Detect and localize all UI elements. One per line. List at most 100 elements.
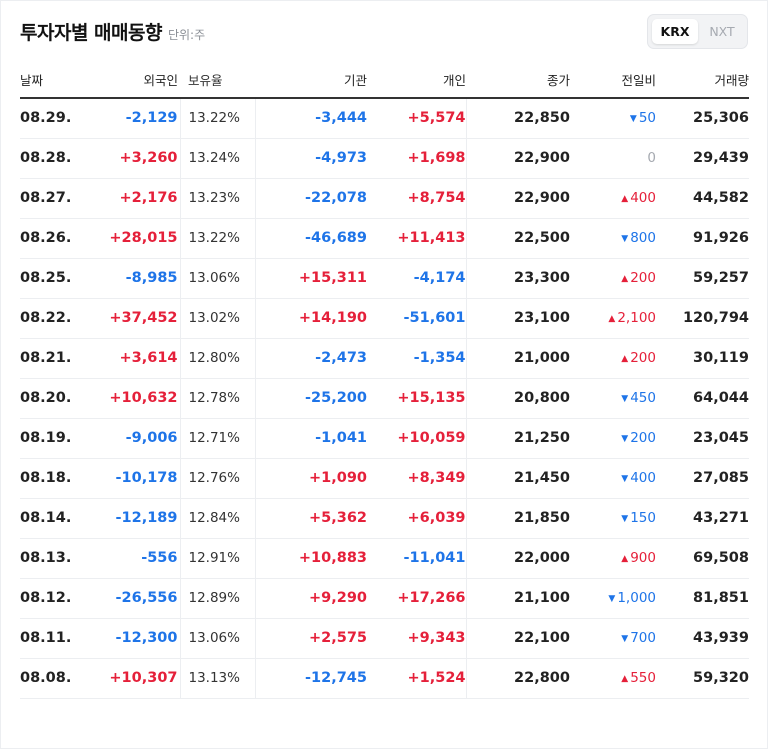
market-option-krx[interactable]: KRX [652,19,698,44]
foreign-net-cell: -8,985 [72,258,181,299]
close-price-cell: 22,100 [466,618,570,659]
holding-ratio-cell: 12.84% [180,498,256,539]
date-cell: 08.27. [20,178,72,219]
table-row: 08.20. +10,632 12.78% -25,200 +15,135 20,800 ▼… [20,378,749,419]
change-value: 200 [630,350,656,366]
change-cell: ▼ 400 [570,458,656,499]
date-cell: 08.11. [20,618,72,659]
volume-cell: 91,926 [656,218,749,259]
table-row: 08.26. +28,015 13.22% -46,689 +11,413 22,500 ▼… [20,218,749,259]
table-row: 08.12. -26,556 12.89% +9,290 +17,266 21,100 ▼ 1… [20,578,749,619]
change-cell: ▲ 400 [570,178,656,219]
individual-net-cell: +6,039 [367,498,467,539]
change-value: 700 [630,630,656,646]
institution-net-cell: -46,689 [255,218,367,259]
date-cell: 08.08. [20,658,72,699]
holding-ratio-cell: 12.91% [180,538,256,579]
date-cell: 08.18. [20,458,72,499]
volume-cell: 27,085 [656,458,749,499]
individual-net-cell: -51,601 [367,298,467,339]
individual-net-cell: +8,754 [367,178,467,219]
institution-net-cell: -1,041 [255,418,367,459]
institution-net-cell: +9,290 [255,578,367,619]
change-value: 150 [630,510,656,526]
volume-cell: 64,044 [656,378,749,419]
volume-cell: 44,582 [656,178,749,219]
close-price-cell: 21,100 [466,578,570,619]
table-row: 08.28. +3,260 13.24% -4,973 +1,698 22,900 0 29,… [20,138,749,179]
triangle-down-icon: ▼ [621,234,629,244]
change-value: 1,000 [617,590,656,606]
change-value: 900 [630,550,656,566]
holding-ratio-cell: 13.23% [180,178,256,219]
table-row: 08.18. -10,178 12.76% +1,090 +8,349 21,450 ▼ 40… [20,458,749,499]
triangle-up-icon: ▲ [621,274,629,284]
column-header-volume: 거래량 [656,62,749,99]
volume-cell: 43,271 [656,498,749,539]
table-row: 08.25. -8,985 13.06% +15,311 -4,174 23,300 ▲ 20… [20,258,749,299]
change-cell: ▲ 550 [570,658,656,699]
close-price-cell: 22,900 [466,138,570,179]
individual-net-cell: +11,413 [367,218,467,259]
market-option-nxt[interactable]: NXT [709,24,735,39]
individual-net-cell: +17,266 [367,578,467,619]
change-cell: ▼ 1,000 [570,578,656,619]
unit-label: 단위:주 [167,28,206,42]
change-cell: ▼ 800 [570,218,656,259]
table-row: 08.11. -12,300 13.06% +2,575 +9,343 22,100 ▼ 70… [20,618,749,659]
table-row: 08.19. -9,006 12.71% -1,041 +10,059 21,250 ▼ 20… [20,418,749,459]
institution-net-cell: +2,575 [255,618,367,659]
date-cell: 08.22. [20,298,72,339]
foreign-net-cell: +3,260 [72,138,181,179]
table-row: 08.08. +10,307 13.13% -12,745 +1,524 22,800 ▲ 5… [20,658,749,699]
change-value: 2,100 [617,310,656,326]
change-value: 800 [630,230,656,246]
volume-cell: 25,306 [656,98,749,139]
column-header-institution: 기관 [255,62,367,99]
column-header-individual: 개인 [367,62,466,99]
foreign-net-cell: +10,307 [72,658,181,699]
foreign-net-cell: +10,632 [72,378,181,419]
column-header-foreign: 외국인 [72,62,180,99]
date-cell: 08.21. [20,338,72,379]
triangle-down-icon: ▼ [621,394,629,404]
close-price-cell: 23,300 [466,258,570,299]
triangle-up-icon: ▲ [621,354,629,364]
volume-cell: 81,851 [656,578,749,619]
change-cell: ▼ 700 [570,618,656,659]
change-value: 550 [630,670,656,686]
triangle-down-icon: ▼ [621,634,629,644]
change-cell: ▼ 200 [570,418,656,459]
holding-ratio-cell: 12.80% [180,338,256,379]
institution-net-cell: +10,883 [255,538,367,579]
triangle-down-icon: ▼ [621,514,629,524]
date-cell: 08.14. [20,498,72,539]
institution-net-cell: +5,362 [255,498,367,539]
change-value: 50 [638,110,656,127]
holding-ratio-cell: 13.13% [180,658,256,699]
institution-net-cell: +14,190 [255,298,367,339]
date-cell: 08.29. [20,98,72,139]
close-price-cell: 21,850 [466,498,570,539]
close-price-cell: 21,000 [466,338,570,379]
holding-ratio-cell: 13.06% [180,618,256,659]
date-cell: 08.28. [20,138,72,179]
foreign-net-cell: +3,614 [72,338,181,379]
close-price-cell: 22,000 [466,538,570,579]
change-cell: ▼ 450 [570,378,656,419]
triangle-up-icon: ▲ [621,554,629,564]
individual-net-cell: +9,343 [367,618,467,659]
close-price-cell: 22,900 [466,178,570,219]
date-cell: 08.19. [20,418,72,459]
panel-title: 투자자별 매매동향 [20,22,162,44]
volume-cell: 30,119 [656,338,749,379]
holding-ratio-cell: 12.76% [180,458,256,499]
individual-net-cell: +1,698 [367,138,467,179]
triangle-up-icon: ▲ [608,314,616,324]
foreign-net-cell: -26,556 [72,578,181,619]
date-cell: 08.20. [20,378,72,419]
close-price-cell: 21,450 [466,458,570,499]
foreign-net-cell: +37,452 [72,298,181,339]
triangle-down-icon: ▼ [629,114,637,125]
column-header-date: 날짜 [20,62,72,99]
